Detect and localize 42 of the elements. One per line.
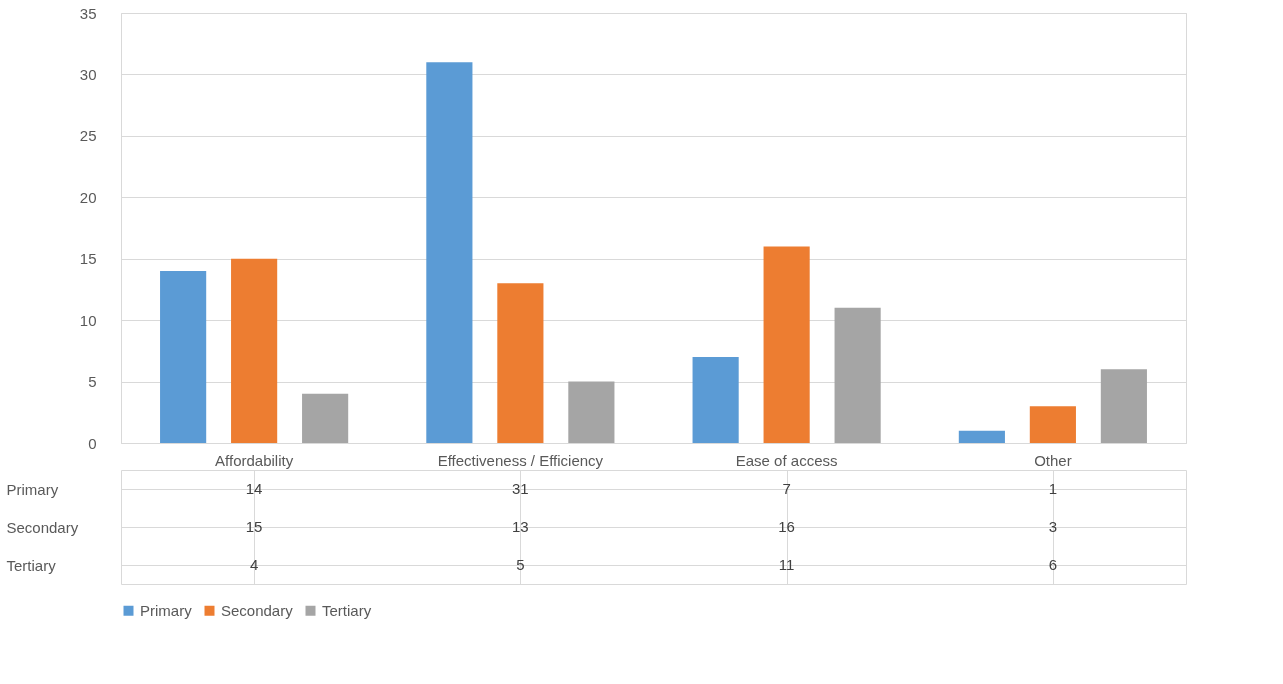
x-tick-label: Effectiveness / Efficiency bbox=[437, 451, 604, 469]
legend-label: Primary bbox=[140, 601, 193, 619]
data-label: 1 bbox=[1048, 480, 1058, 497]
y-tick-label: 30 bbox=[79, 65, 97, 83]
legend-label: Tertiary bbox=[322, 601, 372, 619]
bar bbox=[834, 307, 881, 443]
data-label: 6 bbox=[1048, 556, 1058, 573]
y-tick-label: 0 bbox=[88, 434, 97, 452]
y-tick-label: 20 bbox=[79, 188, 97, 206]
bar bbox=[160, 271, 207, 443]
y-tick-label: 5 bbox=[88, 373, 97, 391]
y-tick-label: 15 bbox=[79, 250, 97, 268]
bar bbox=[497, 283, 544, 443]
y-tick-label: 35 bbox=[79, 4, 97, 22]
data-label: 4 bbox=[249, 556, 259, 573]
bar bbox=[568, 381, 615, 443]
text: Tertiary bbox=[6, 556, 56, 574]
x-tick-label: Affordability bbox=[215, 451, 294, 469]
data-label: 7 bbox=[782, 480, 791, 497]
data-label: 15 bbox=[245, 518, 263, 535]
data-label: 14 bbox=[245, 480, 263, 497]
bar bbox=[1100, 369, 1147, 443]
x-tick-label: Other bbox=[1034, 451, 1072, 469]
text: Primary bbox=[6, 480, 59, 498]
bar bbox=[302, 393, 349, 443]
bar bbox=[1029, 406, 1076, 443]
y-tick-label: 10 bbox=[79, 311, 97, 329]
data-label: 3 bbox=[1048, 518, 1058, 535]
data-label: 13 bbox=[512, 518, 529, 535]
data-label: 16 bbox=[778, 518, 795, 535]
bar bbox=[692, 357, 739, 443]
data-label: 11 bbox=[778, 556, 795, 573]
bar bbox=[958, 430, 1005, 443]
y-tick-label: 25 bbox=[79, 127, 97, 145]
bar bbox=[426, 62, 473, 443]
data-label: 31 bbox=[512, 480, 529, 497]
data-label: 5 bbox=[516, 556, 525, 573]
bar bbox=[231, 258, 278, 443]
legend-label: Secondary bbox=[221, 601, 294, 619]
text: Secondary bbox=[6, 518, 79, 536]
bar bbox=[763, 246, 810, 443]
x-tick-label: Ease of access bbox=[735, 451, 838, 469]
